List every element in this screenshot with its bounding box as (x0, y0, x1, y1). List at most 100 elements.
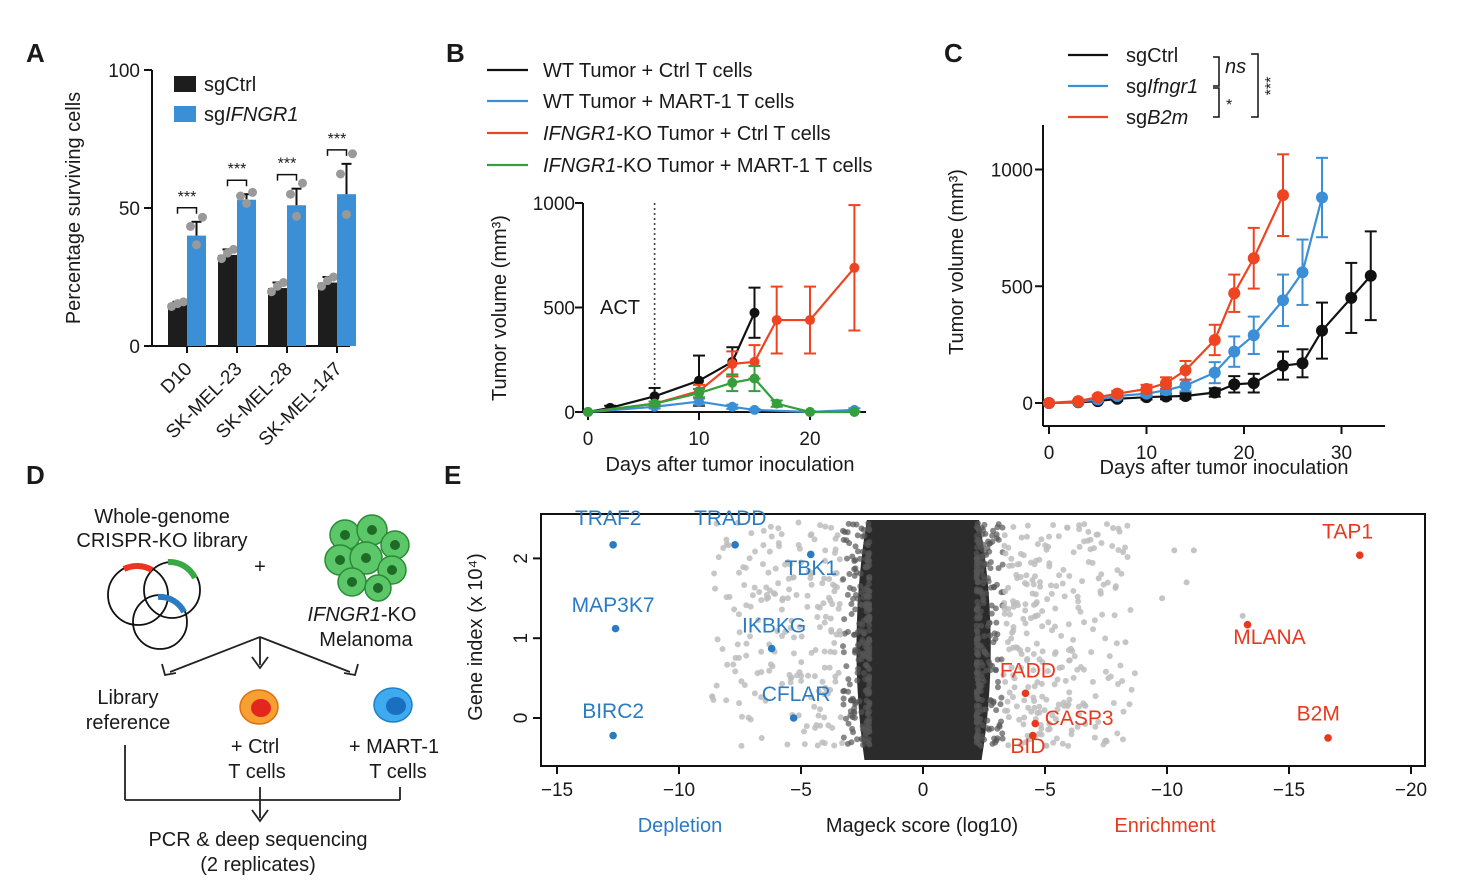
background-point (732, 654, 739, 661)
gene-point-casp3 (1031, 719, 1040, 728)
background-point (840, 695, 847, 702)
background-point (1008, 555, 1015, 562)
background-point (833, 570, 840, 577)
background-point (1239, 612, 1246, 619)
data-point (1179, 379, 1192, 392)
background-point (1039, 623, 1046, 630)
sig-star: * (1226, 97, 1232, 114)
background-point (993, 737, 1000, 744)
background-point (1113, 640, 1120, 647)
background-point (1088, 649, 1095, 656)
background-point (1071, 653, 1078, 660)
background-point (828, 626, 835, 633)
background-point (1087, 536, 1094, 543)
background-point (1004, 698, 1011, 705)
background-point (973, 550, 980, 557)
background-point (1044, 596, 1051, 603)
background-point (1039, 693, 1046, 700)
background-point (863, 540, 870, 547)
branch-left-2: reference (86, 712, 171, 734)
y-tick-label: 2 (511, 553, 532, 564)
background-point (843, 663, 850, 670)
background-point (866, 700, 873, 707)
background-point (988, 610, 995, 617)
background-point (782, 561, 789, 568)
y-tick-label: 0 (564, 403, 575, 424)
branch-mid-1: + Ctrl (231, 736, 279, 758)
background-point (1115, 547, 1122, 554)
y-tick-label: 50 (119, 199, 140, 220)
background-point (864, 563, 871, 570)
background-point (973, 524, 980, 531)
background-point (837, 631, 844, 638)
gene-point-tap1 (1355, 551, 1364, 560)
background-point (974, 544, 981, 551)
background-point (732, 668, 739, 675)
background-point (1021, 697, 1028, 704)
gene-point-fadd (1021, 689, 1030, 698)
plasmid-library-icon (107, 558, 201, 650)
background-point (723, 697, 730, 704)
background-point (852, 543, 859, 550)
x-tick-label: −20 (1395, 780, 1427, 801)
data-point (749, 307, 760, 318)
background-point (1081, 619, 1088, 626)
legend-label-wt-mart1: WT Tumor + MART-1 T cells (543, 91, 794, 113)
background-point (1064, 703, 1071, 710)
background-point (860, 725, 867, 732)
x-tick-label: 10 (688, 429, 709, 450)
background-point (999, 730, 1006, 737)
background-point (1055, 533, 1062, 540)
background-point (762, 697, 769, 704)
background-point (1079, 578, 1086, 585)
background-point (1114, 681, 1121, 688)
data-point (1179, 364, 1192, 377)
background-point (1038, 725, 1045, 732)
gene-point-cflar (789, 714, 798, 722)
replicate-point (248, 187, 257, 197)
background-point (786, 586, 793, 593)
background-point (1042, 742, 1049, 749)
background-point (857, 555, 864, 562)
background-point (1010, 623, 1017, 630)
background-point (845, 520, 852, 527)
background-point (998, 656, 1005, 663)
background-point (1065, 742, 1072, 749)
replicate-point (292, 211, 301, 221)
background-point (1020, 721, 1027, 728)
legend-label-sgifngr1: sgIFNGR1 (204, 104, 298, 126)
background-point (760, 527, 767, 534)
background-point (981, 521, 988, 528)
panel-d-letter: D (26, 460, 45, 490)
data-point (1091, 391, 1104, 404)
background-point (1070, 549, 1077, 556)
background-point (837, 714, 844, 721)
background-point (987, 667, 994, 674)
background-point (779, 597, 786, 604)
bracket-ns (1213, 56, 1220, 87)
background-point (1011, 675, 1018, 682)
background-point (980, 600, 987, 607)
background-point (1032, 591, 1039, 598)
background-point (973, 615, 980, 622)
background-point (1090, 626, 1097, 633)
background-point (857, 651, 864, 658)
branch-mid-2: T cells (228, 761, 285, 783)
background-point (772, 565, 779, 572)
background-point (860, 628, 867, 635)
background-point (987, 565, 994, 572)
background-point (974, 555, 981, 562)
background-point (1065, 621, 1072, 628)
background-point (993, 619, 1000, 626)
data-point (1072, 395, 1085, 408)
panel-c: C sgCtrl sgIfngr1 sgB2m ns * *** Tumor v… (944, 38, 1385, 479)
data-point (1160, 377, 1172, 390)
data-point (727, 358, 738, 369)
background-point (1024, 522, 1031, 529)
panel-a-y-label: Percentage surviving cells (63, 92, 85, 324)
replicate-point (186, 221, 195, 231)
background-point (827, 615, 834, 622)
background-point (1030, 601, 1037, 608)
background-point (851, 557, 858, 564)
background-point (1117, 662, 1124, 669)
